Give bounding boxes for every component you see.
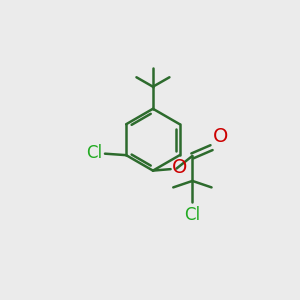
Text: O: O [213,127,229,146]
Text: Cl: Cl [184,206,200,224]
Text: O: O [172,158,187,178]
Text: Cl: Cl [86,144,103,162]
